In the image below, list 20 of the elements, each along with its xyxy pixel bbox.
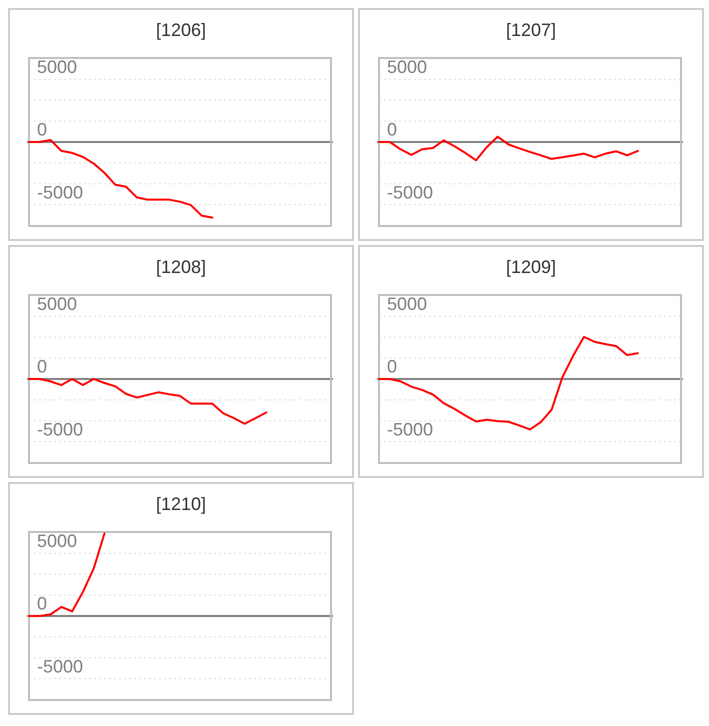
y-tick-label: 0 — [37, 594, 48, 614]
y-tick-label: 0 — [37, 120, 48, 140]
y-tick-label: -5000 — [37, 182, 84, 202]
y-tick-label: 5000 — [387, 294, 428, 314]
y-tick-label: 5000 — [387, 57, 428, 78]
y-tick-label: 0 — [387, 356, 398, 377]
y-tick-label: 5000 — [37, 294, 78, 314]
y-tick-label: 5000 — [37, 57, 78, 78]
y-tick-label: 0 — [387, 120, 398, 140]
chart-title: [1209] — [506, 257, 556, 277]
y-tick-label: -5000 — [37, 419, 84, 440]
chart-title: [1207] — [506, 20, 556, 40]
y-tick-label: -5000 — [387, 419, 434, 440]
chart-title: [1208] — [156, 257, 206, 277]
y-tick-label: 0 — [37, 356, 48, 377]
y-tick-label: -5000 — [387, 182, 434, 202]
chart-title: [1210] — [156, 494, 206, 514]
y-tick-label: -5000 — [37, 656, 84, 676]
chart-title: [1206] — [156, 20, 206, 40]
y-tick-label: 5000 — [37, 531, 78, 552]
